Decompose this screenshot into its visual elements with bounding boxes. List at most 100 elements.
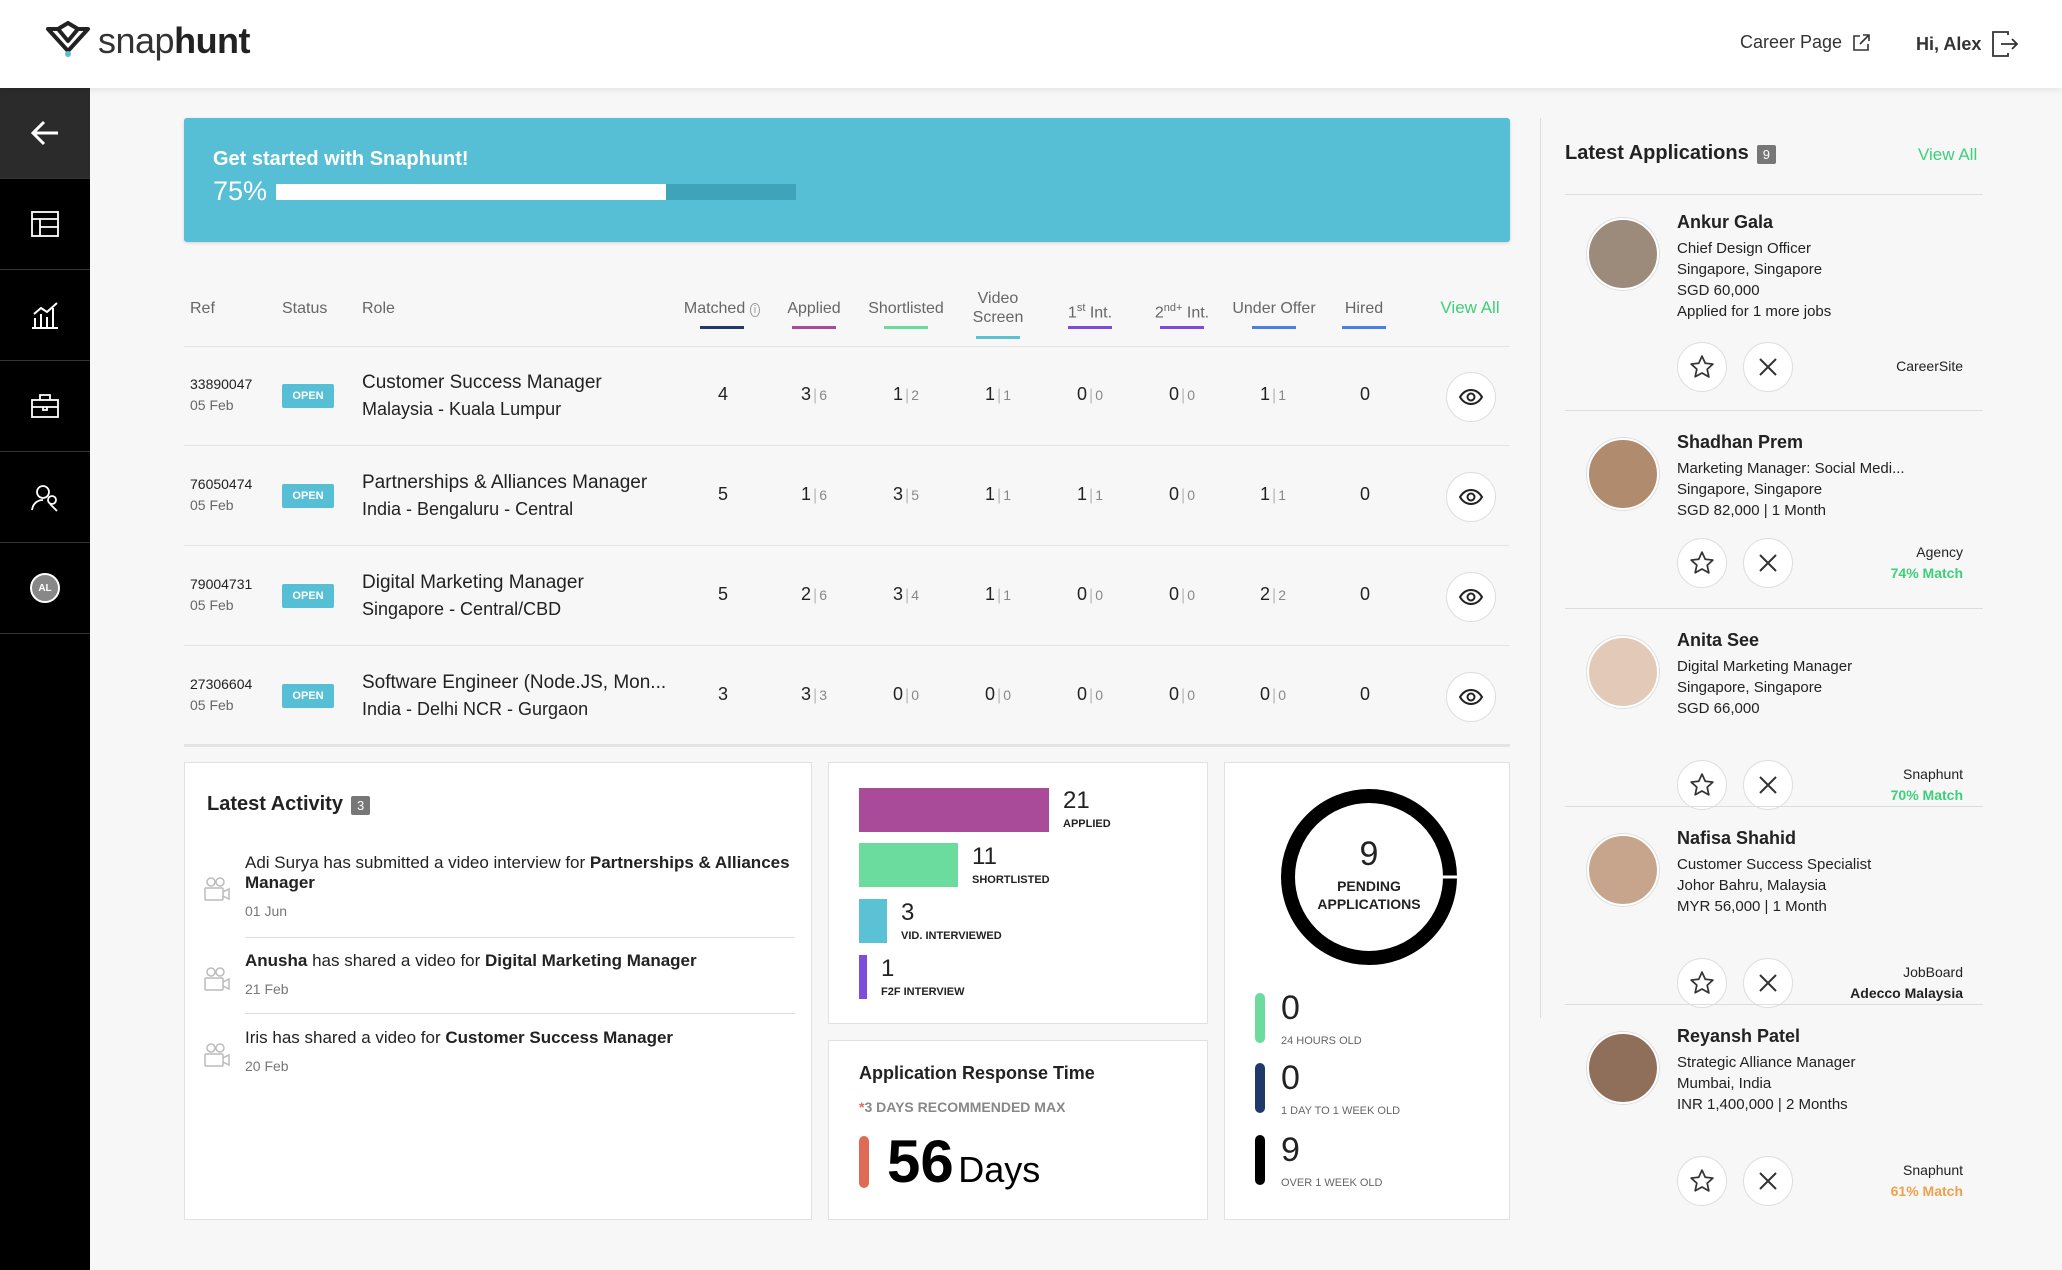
- sidebar-item-back[interactable]: [0, 88, 90, 179]
- view-job-button[interactable]: [1446, 672, 1496, 722]
- candidate-avatar[interactable]: [1587, 834, 1659, 906]
- job-count-first[interactable]: 1 | 1: [1055, 484, 1125, 505]
- candidate-name[interactable]: Anita See: [1677, 630, 1760, 650]
- activity-item[interactable]: Adi Surya has submitted a video intervie…: [245, 853, 795, 921]
- job-count-applied[interactable]: 1 | 6: [779, 484, 849, 505]
- pending-label-1: PENDING: [1337, 878, 1401, 894]
- job-count-offer[interactable]: 0 | 0: [1238, 684, 1308, 705]
- job-role[interactable]: Digital Marketing Manager Singapore - Cen…: [362, 570, 584, 622]
- job-count-offer[interactable]: 1 | 1: [1238, 484, 1308, 505]
- latest-apps-view-all-link[interactable]: View All: [1918, 145, 1978, 164]
- activity-item[interactable]: Anusha has shared a video for Digital Ma…: [245, 951, 795, 999]
- activity-job-link[interactable]: Partnerships & Alliances Manager: [245, 853, 790, 892]
- user-menu[interactable]: Hi, Alex: [1916, 30, 2019, 58]
- candidate-avatar[interactable]: [1587, 218, 1659, 290]
- shortlist-button[interactable]: [1677, 1156, 1727, 1206]
- reject-button[interactable]: [1743, 342, 1793, 392]
- job-count-matched[interactable]: 4: [717, 384, 728, 404]
- reject-button[interactable]: [1743, 538, 1793, 588]
- job-count-hired[interactable]: 0: [1359, 484, 1370, 504]
- shortlist-button[interactable]: [1677, 342, 1727, 392]
- job-count-second[interactable]: 0 | 0: [1147, 484, 1217, 505]
- job-count-video[interactable]: 0 | 0: [963, 684, 1033, 705]
- candidate-avatar[interactable]: [1587, 438, 1659, 510]
- job-count-matched[interactable]: 5: [717, 484, 728, 504]
- col-shortlisted[interactable]: Shortlisted: [868, 300, 944, 317]
- col-second-int[interactable]: 2nd+ Int.: [1140, 299, 1224, 322]
- view-job-button[interactable]: [1446, 572, 1496, 622]
- jobs-view-all-link[interactable]: View All: [1440, 298, 1500, 317]
- info-icon[interactable]: i: [749, 303, 761, 317]
- job-count-second[interactable]: 0 | 0: [1147, 384, 1217, 405]
- reject-button[interactable]: [1743, 1156, 1793, 1206]
- shortlist-button[interactable]: [1677, 958, 1727, 1008]
- job-count-matched[interactable]: 3: [717, 684, 728, 704]
- sidebar-item-dashboard[interactable]: [0, 179, 90, 270]
- application-card[interactable]: Ankur Gala Chief Design Officer Singapore,…: [1565, 196, 1983, 392]
- job-count-matched[interactable]: 5: [717, 584, 728, 604]
- activity-item[interactable]: Iris has shared a video for Customer Suc…: [245, 1028, 795, 1076]
- job-count-hired[interactable]: 0: [1359, 584, 1370, 604]
- job-count-video[interactable]: 1 | 1: [963, 484, 1033, 505]
- count-separator: |: [1181, 587, 1186, 604]
- job-count-shortlisted[interactable]: 1 | 2: [871, 384, 941, 405]
- candidate-name[interactable]: Ankur Gala: [1677, 212, 1774, 232]
- job-count-shortlisted[interactable]: 0 | 0: [871, 684, 941, 705]
- job-count-applied[interactable]: 2 | 6: [779, 584, 849, 605]
- career-page-link[interactable]: Career Page: [1740, 32, 1870, 53]
- job-count-second[interactable]: 0 | 0: [1147, 684, 1217, 705]
- logout-icon[interactable]: [1991, 30, 2019, 58]
- onboarding-banner[interactable]: Get started with Snaphunt! 75%: [184, 118, 1510, 242]
- sidebar-item-profile[interactable]: AL: [0, 543, 90, 634]
- job-count-first[interactable]: 0 | 0: [1055, 384, 1125, 405]
- col-applied[interactable]: Applied: [787, 300, 841, 317]
- job-count-offer[interactable]: 2 | 2: [1238, 584, 1308, 605]
- shortlist-button[interactable]: [1677, 538, 1727, 588]
- shortlist-button[interactable]: [1677, 760, 1727, 810]
- col-first-int[interactable]: 1st Int.: [1050, 299, 1130, 322]
- activity-job-link[interactable]: Customer Success Manager: [445, 1028, 674, 1047]
- snaphunt-logo[interactable]: snaphunt: [44, 20, 251, 62]
- application-card[interactable]: Anita See Digital Marketing Manager Singap…: [1565, 614, 1983, 810]
- activity-divider: [245, 1013, 795, 1014]
- activity-job-link[interactable]: Digital Marketing Manager: [485, 951, 697, 970]
- job-count-shortlisted[interactable]: 3 | 5: [871, 484, 941, 505]
- candidate-name[interactable]: Reyansh Patel: [1677, 1026, 1801, 1046]
- reject-button[interactable]: [1743, 760, 1793, 810]
- sidebar-item-analytics[interactable]: [0, 270, 90, 361]
- job-count-hired[interactable]: 0: [1359, 684, 1370, 704]
- job-count-first[interactable]: 0 | 0: [1055, 684, 1125, 705]
- col-under-offer[interactable]: Under Offer: [1232, 300, 1316, 317]
- job-count-video[interactable]: 1 | 1: [963, 584, 1033, 605]
- view-job-button[interactable]: [1446, 472, 1496, 522]
- job-count-applied[interactable]: 3 | 3: [779, 684, 849, 705]
- candidate-avatar[interactable]: [1587, 636, 1659, 708]
- candidate-name[interactable]: Nafisa Shahid: [1677, 828, 1797, 848]
- job-title[interactable]: Digital Marketing Manager: [362, 572, 584, 593]
- reject-button[interactable]: [1743, 958, 1793, 1008]
- col-video-screen[interactable]: Video Screen: [958, 289, 1038, 327]
- job-role[interactable]: Software Engineer (Node.JS, Mon... India …: [362, 670, 666, 722]
- job-title[interactable]: Software Engineer (Node.JS, Mon...: [362, 672, 667, 693]
- job-count-second[interactable]: 0 | 0: [1147, 584, 1217, 605]
- job-title[interactable]: Partnerships & Alliances Manager: [362, 472, 648, 493]
- candidate-name[interactable]: Shadhan Prem: [1677, 432, 1804, 452]
- candidate-avatar[interactable]: [1587, 1032, 1659, 1104]
- job-count-shortlisted[interactable]: 3 | 4: [871, 584, 941, 605]
- col-hired[interactable]: Hired: [1344, 300, 1384, 317]
- job-count-offer[interactable]: 1 | 1: [1238, 384, 1308, 405]
- job-count-applied[interactable]: 3 | 6: [779, 384, 849, 405]
- job-title[interactable]: Customer Success Manager: [362, 372, 602, 393]
- sidebar-item-jobs[interactable]: [0, 361, 90, 452]
- view-job-button[interactable]: [1446, 372, 1496, 422]
- job-count-video[interactable]: 1 | 1: [963, 384, 1033, 405]
- application-card[interactable]: Reyansh Patel Strategic Alliance Manager M…: [1565, 1010, 1983, 1206]
- sidebar-item-candidates[interactable]: [0, 452, 90, 543]
- application-card[interactable]: Shadhan Prem Marketing Manager: Social Me…: [1565, 416, 1983, 611]
- job-role[interactable]: Partnerships & Alliances Manager India - …: [362, 470, 647, 522]
- application-card[interactable]: Nafisa Shahid Customer Success Specialist…: [1565, 812, 1983, 1008]
- job-role[interactable]: Customer Success Manager Malaysia - Kuala…: [362, 370, 602, 422]
- job-count-hired[interactable]: 0: [1359, 384, 1370, 404]
- col-matched[interactable]: Matched i: [672, 299, 772, 320]
- job-count-first[interactable]: 0 | 0: [1055, 584, 1125, 605]
